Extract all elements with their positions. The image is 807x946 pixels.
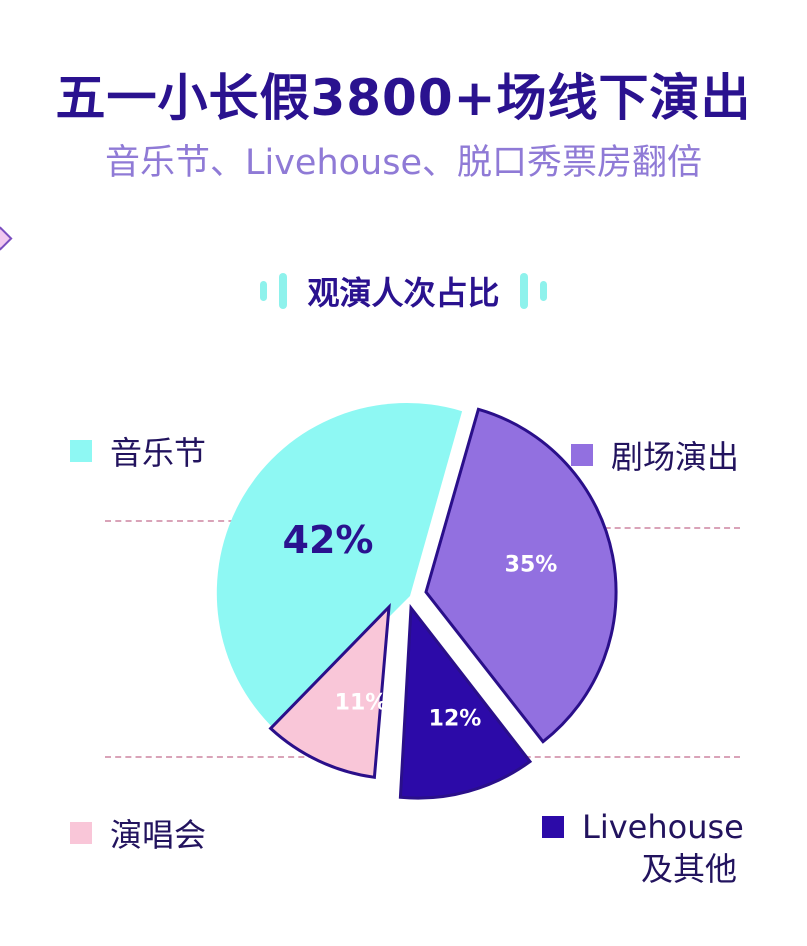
page-subtitle: 音乐节、Livehouse、脱口秀票房翻倍: [104, 143, 703, 183]
slice-label-concert: 11%: [334, 690, 388, 716]
legend-item-concert: 演唱会: [70, 810, 206, 856]
guide-line: [465, 756, 740, 758]
legend-label: Livehouse: [582, 808, 744, 846]
legend-label: 音乐节: [110, 434, 207, 472]
slice-label-theater: 35%: [504, 552, 558, 578]
chart-heading: 观演人次占比: [0, 268, 807, 314]
accent-pill-icon: [519, 273, 528, 309]
page-title: 五一小长假3800+场线下演出: [55, 69, 752, 127]
accent-pill-icon: [279, 273, 288, 309]
legend-swatch-icon: [70, 822, 92, 844]
accent-pill-icon: [260, 281, 268, 301]
legend-swatch-icon: [571, 444, 593, 466]
guide-line: [105, 756, 345, 758]
chart-title: 观演人次占比: [307, 274, 500, 312]
slice-concert[interactable]: [268, 602, 391, 779]
accent-pill-icon: [539, 281, 547, 301]
legend-label: 剧场演出: [611, 438, 740, 476]
legend-item-music-festival: 音乐节: [70, 428, 206, 474]
legend-item-livehouse: Livehouse: [542, 808, 744, 846]
legend-item-theater: 剧场演出: [571, 432, 739, 478]
legend-swatch-icon: [542, 816, 564, 838]
slice-label-livehouse: 12%: [428, 706, 482, 732]
legend-label: 演唱会: [110, 816, 207, 854]
legend-swatch-icon: [70, 440, 92, 462]
guide-line: [105, 520, 255, 522]
slice-livehouse[interactable]: [398, 603, 533, 800]
slice-music-festival[interactable]: [216, 402, 463, 731]
slice-theater[interactable]: [424, 407, 618, 744]
guide-line: [555, 527, 740, 529]
legend-label-line2: 及其他: [640, 850, 737, 888]
slice-label-music-festival: 42%: [282, 518, 374, 562]
